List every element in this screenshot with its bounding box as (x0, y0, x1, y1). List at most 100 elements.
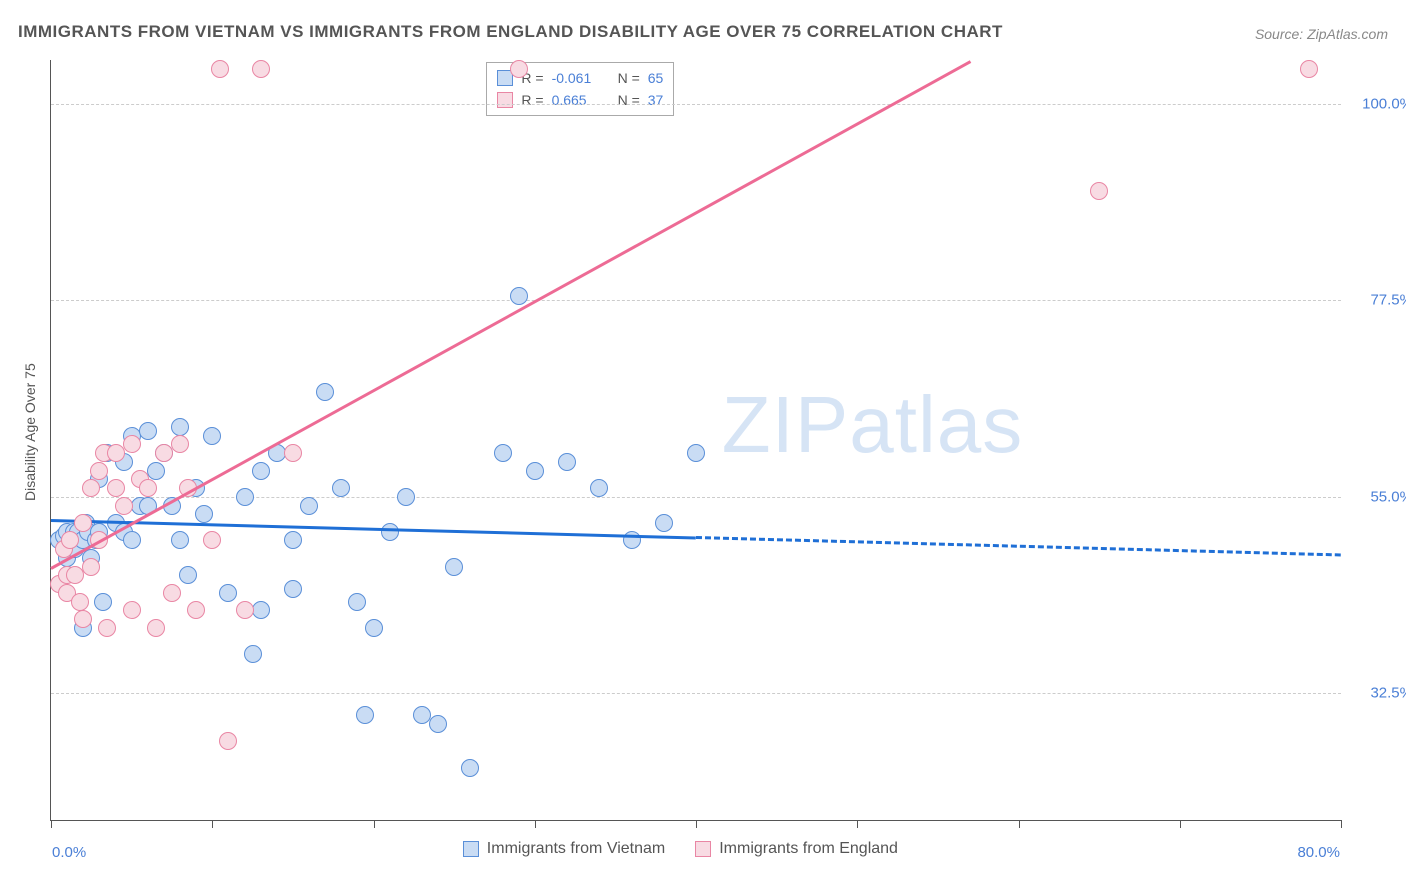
x-tick (1180, 820, 1181, 828)
data-point (66, 566, 84, 584)
r-value: -0.061 (552, 67, 610, 89)
data-point (147, 619, 165, 637)
data-point (139, 479, 157, 497)
data-point (526, 462, 544, 480)
trend-line (51, 519, 696, 539)
data-point (187, 601, 205, 619)
data-point (123, 601, 141, 619)
x-tick (1019, 820, 1020, 828)
x-tick (857, 820, 858, 828)
data-point (94, 593, 112, 611)
chart-title: IMMIGRANTS FROM VIETNAM VS IMMIGRANTS FR… (18, 22, 1003, 42)
data-point (236, 601, 254, 619)
data-point (203, 427, 221, 445)
data-point (244, 645, 262, 663)
y-tick-label: 77.5% (1353, 292, 1406, 309)
data-point (98, 619, 116, 637)
plot-area: ZIPatlas R =-0.061N =65R =0.665N =37 32.… (50, 60, 1341, 821)
x-tick (212, 820, 213, 828)
data-point (252, 601, 270, 619)
data-point (356, 706, 374, 724)
watermark-bold: ZIP (722, 380, 849, 469)
y-tick-label: 100.0% (1353, 95, 1406, 112)
data-point (123, 531, 141, 549)
watermark-thin: atlas (849, 380, 1023, 469)
data-point (316, 383, 334, 401)
data-point (381, 523, 399, 541)
data-point (348, 593, 366, 611)
data-point (74, 514, 92, 532)
data-point (558, 453, 576, 471)
data-point (365, 619, 383, 637)
data-point (445, 558, 463, 576)
data-point (90, 462, 108, 480)
data-point (655, 514, 673, 532)
data-point (211, 60, 229, 78)
data-point (332, 479, 350, 497)
gridline (51, 300, 1341, 301)
data-point (171, 435, 189, 453)
data-point (107, 479, 125, 497)
y-tick-label: 55.0% (1353, 488, 1406, 505)
legend-swatch (463, 841, 479, 857)
data-point (300, 497, 318, 515)
legend-swatch (695, 841, 711, 857)
data-point (236, 488, 254, 506)
data-point (195, 505, 213, 523)
x-tick (1341, 820, 1342, 828)
trend-line (50, 60, 971, 569)
r-label: R = (521, 89, 543, 111)
legend-swatch (497, 92, 513, 108)
y-axis-title: Disability Age Over 75 (22, 363, 38, 501)
watermark: ZIPatlas (722, 379, 1023, 471)
data-point (139, 422, 157, 440)
data-point (461, 759, 479, 777)
x-tick (535, 820, 536, 828)
n-value: 65 (648, 67, 664, 89)
x-axis-label: 0.0% (52, 844, 86, 861)
data-point (687, 444, 705, 462)
data-point (107, 444, 125, 462)
data-point (179, 566, 197, 584)
data-point (219, 584, 237, 602)
data-point (1300, 60, 1318, 78)
data-point (590, 479, 608, 497)
data-point (284, 444, 302, 462)
n-label: N = (618, 67, 640, 89)
series-legend: Immigrants from Vietnam Immigrants from E… (463, 840, 898, 858)
x-tick (374, 820, 375, 828)
series-name: Immigrants from England (719, 840, 898, 858)
n-label: N = (618, 89, 640, 111)
data-point (82, 479, 100, 497)
y-tick-label: 32.5% (1353, 685, 1406, 702)
x-tick (696, 820, 697, 828)
data-point (510, 60, 528, 78)
data-point (1090, 182, 1108, 200)
source-label: Source: ZipAtlas.com (1255, 26, 1388, 42)
legend-row: R = 0.665 N = 37 (497, 89, 663, 111)
data-point (494, 444, 512, 462)
data-point (219, 732, 237, 750)
data-point (115, 497, 133, 515)
data-point (510, 287, 528, 305)
data-point (61, 531, 79, 549)
x-axis-label: 80.0% (1297, 844, 1340, 861)
data-point (74, 610, 92, 628)
data-point (284, 580, 302, 598)
gridline (51, 104, 1341, 105)
n-value: 37 (648, 89, 664, 111)
gridline (51, 693, 1341, 694)
trend-line (696, 536, 1341, 556)
data-point (123, 435, 141, 453)
data-point (147, 462, 165, 480)
data-point (71, 593, 89, 611)
x-tick (51, 820, 52, 828)
legend-item: Immigrants from Vietnam (463, 840, 665, 858)
r-value: 0.665 (552, 89, 610, 111)
data-point (284, 531, 302, 549)
data-point (252, 60, 270, 78)
data-point (252, 462, 270, 480)
series-name: Immigrants from Vietnam (487, 840, 665, 858)
data-point (82, 558, 100, 576)
data-point (171, 418, 189, 436)
